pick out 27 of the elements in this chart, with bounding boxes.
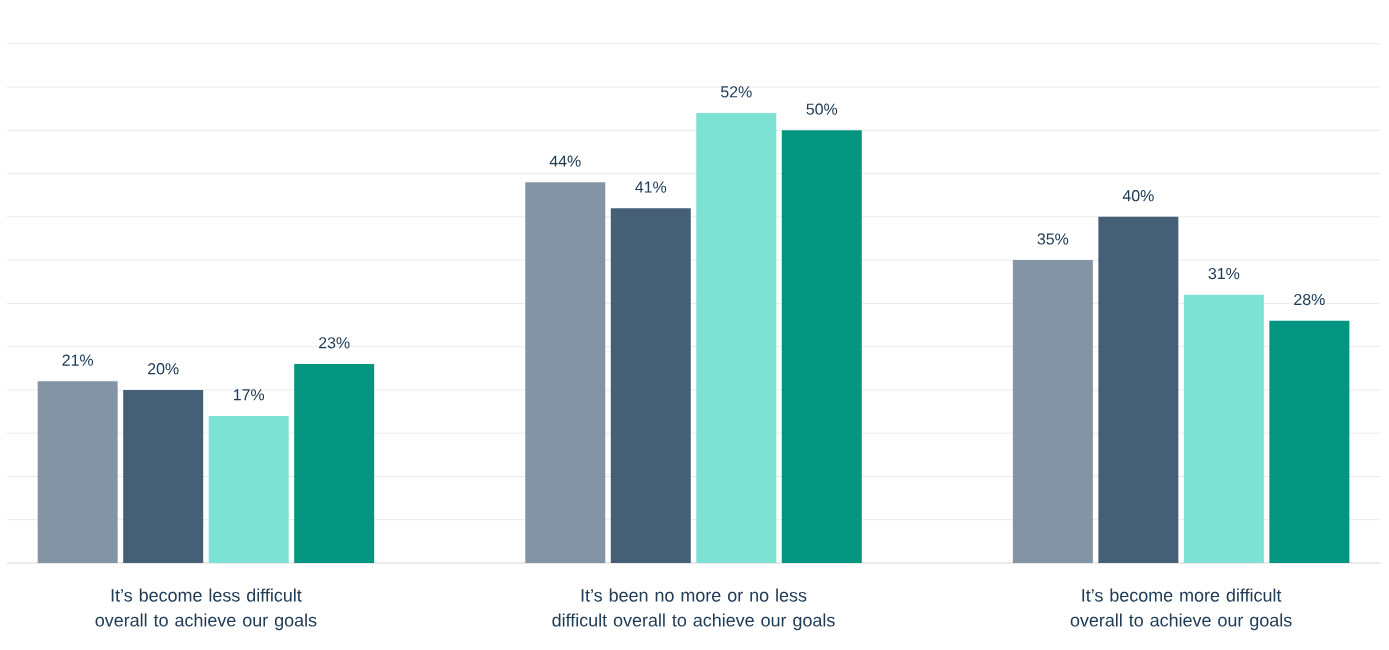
data-label: 31% — [1208, 267, 1240, 280]
bar — [208, 415, 289, 563]
x-tick-label: It’s become more difficult overall to achieve our goals — [1070, 588, 1292, 631]
data-label: 40% — [1122, 190, 1154, 202]
data-label: 50% — [806, 103, 838, 115]
x-tick-label: It’s become less difficult overall to achieve our goals — [95, 588, 317, 631]
data-label: 17% — [233, 389, 265, 401]
bar — [1269, 320, 1350, 563]
bar — [525, 182, 606, 563]
bar — [781, 130, 862, 563]
data-label: 20% — [148, 363, 179, 375]
bar — [610, 208, 691, 563]
bar — [696, 113, 777, 563]
data-label: 41% — [635, 181, 667, 193]
x-tick-label: It’s been no more or no less difficult overall to achieve our goals — [552, 588, 835, 631]
data-label: 28% — [1294, 293, 1325, 306]
bar — [1098, 216, 1179, 563]
bar — [123, 389, 204, 563]
data-label: 21% — [62, 354, 94, 366]
data-label: 44% — [549, 155, 581, 167]
bar — [294, 363, 375, 563]
bar — [1183, 294, 1264, 563]
data-label: 35% — [1037, 233, 1069, 245]
data-label: 52% — [720, 86, 752, 98]
bar — [37, 381, 118, 563]
data-label: 23% — [319, 337, 350, 349]
bar — [1012, 260, 1093, 563]
